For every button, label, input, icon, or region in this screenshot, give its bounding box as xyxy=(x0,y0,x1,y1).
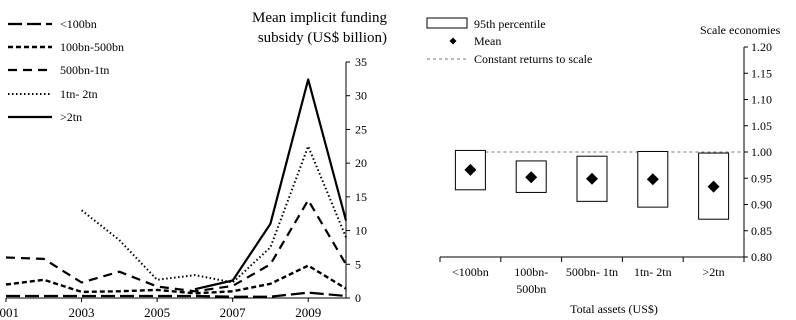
line-legend-label-3: 1tn- 2tn xyxy=(60,87,98,101)
scale-chart-x-tick-label-1-1: 500bn xyxy=(516,282,546,296)
scale-chart-legend: 95th percentile Mean Constant returns to s… xyxy=(426,17,592,66)
scale-chart-y-tick-label-1.15: 1.15 xyxy=(751,66,772,80)
scale-chart-title: Scale economies xyxy=(700,23,781,37)
scale-chart-x-axis: <100bn 100bn- 500bn 500bn- 1tn 1tn- 2tn >2tn xyxy=(439,256,745,296)
scale-chart-x-tick-label-0-0: <100bn xyxy=(452,265,489,279)
series-line-2 xyxy=(5,199,347,293)
line-chart-series-group xyxy=(5,78,348,298)
percentile-boxes-group xyxy=(454,149,730,220)
box-legend-label: 95th percentile xyxy=(474,17,546,31)
scale-chart-y-axis: 0.80 0.85 0.90 0.95 1.00 1.05 1.10 1.15 1.20 xyxy=(743,40,772,264)
series-line-0 xyxy=(6,291,347,298)
scale-chart-y-tick-label-1.05: 1.05 xyxy=(751,119,772,133)
series-line-1 xyxy=(5,264,347,295)
scale-chart-y-tick-label-1.20: 1.20 xyxy=(751,40,772,54)
line-chart: Mean implicit funding subsidy (US$ billi… xyxy=(0,10,387,320)
mean-marker-1 xyxy=(525,171,538,184)
line-chart-x-tick-label-2003: 2003 xyxy=(69,305,95,320)
series-line-3 xyxy=(80,145,347,284)
line-chart-y-axis: 0 5 10 15 20 25 30 35 xyxy=(345,55,367,305)
scale-chart-x-tick-label-1-0: 100bn- xyxy=(514,265,548,279)
scale-chart-y-tick-label-0.95: 0.95 xyxy=(751,171,772,185)
mean-marker-4 xyxy=(707,180,720,193)
line-chart-x-tick-label-2001: 2001 xyxy=(0,305,19,320)
line-legend-label-2: 500bn-1tn xyxy=(60,63,109,77)
mean-marker-0 xyxy=(464,163,477,176)
mean-marker-3 xyxy=(646,173,659,186)
line-legend-label-0: <100bn xyxy=(60,17,97,31)
line-chart-x-tick-label-2009: 2009 xyxy=(295,305,321,320)
scale-economies-chart: Scale economies 95th percentile Mean Const… xyxy=(426,17,781,316)
line-chart-y-tick-label-20: 20 xyxy=(355,156,367,170)
scale-chart-x-tick-label-2-0: 500bn- 1tn xyxy=(566,265,618,279)
line-chart-y-tick-label-0: 0 xyxy=(355,291,361,305)
line-chart-title-line-1: Mean implicit funding xyxy=(252,10,387,26)
line-chart-y-tick-label-10: 10 xyxy=(355,224,367,238)
line-chart-title-line-2: subsidy (US$ billion) xyxy=(258,30,387,46)
scale-chart-y-tick-label-0.80: 0.80 xyxy=(751,250,772,264)
scale-chart-y-tick-label-1.10: 1.10 xyxy=(751,93,772,107)
scale-chart-x-tick-label-3-0: 1tn- 2tn xyxy=(634,265,672,279)
line-chart-y-tick-label-15: 15 xyxy=(355,190,367,204)
line-chart-x-tick-label-2005: 2005 xyxy=(144,305,170,320)
mean-legend-label: Mean xyxy=(474,34,501,48)
scale-chart-y-tick-label-0.90: 0.90 xyxy=(751,198,772,212)
reference-legend-label: Constant returns to scale xyxy=(474,52,592,66)
line-legend-label-4: >2tn xyxy=(60,110,82,124)
scale-chart-x-label: Total assets (US$) xyxy=(570,302,658,316)
scale-chart-y-tick-label-1.00: 1.00 xyxy=(751,145,772,159)
mean-legend-swatch xyxy=(449,37,457,45)
line-chart-y-tick-label-5: 5 xyxy=(355,257,361,271)
mean-marker-2 xyxy=(586,172,598,185)
line-chart-y-tick-label-30: 30 xyxy=(355,89,367,103)
line-chart-y-tick-label-25: 25 xyxy=(355,122,367,136)
mean-markers-group xyxy=(464,163,720,193)
line-chart-x-axis: 2001 2003 2005 2007 2009 xyxy=(0,297,346,320)
scale-chart-y-tick-label-0.85: 0.85 xyxy=(751,224,772,238)
line-chart-legend: <100bn 100bn-500bn 500bn-1tn 1tn- 2tn >2tn xyxy=(8,17,124,124)
line-chart-y-tick-label-35: 35 xyxy=(355,55,367,69)
line-chart-x-tick-label-2007: 2007 xyxy=(220,305,247,320)
box-legend-swatch xyxy=(426,17,468,29)
scale-chart-x-tick-label-4-0: >2tn xyxy=(703,265,725,279)
series-line-4 xyxy=(194,78,348,291)
line-legend-label-1: 100bn-500bn xyxy=(60,40,124,54)
